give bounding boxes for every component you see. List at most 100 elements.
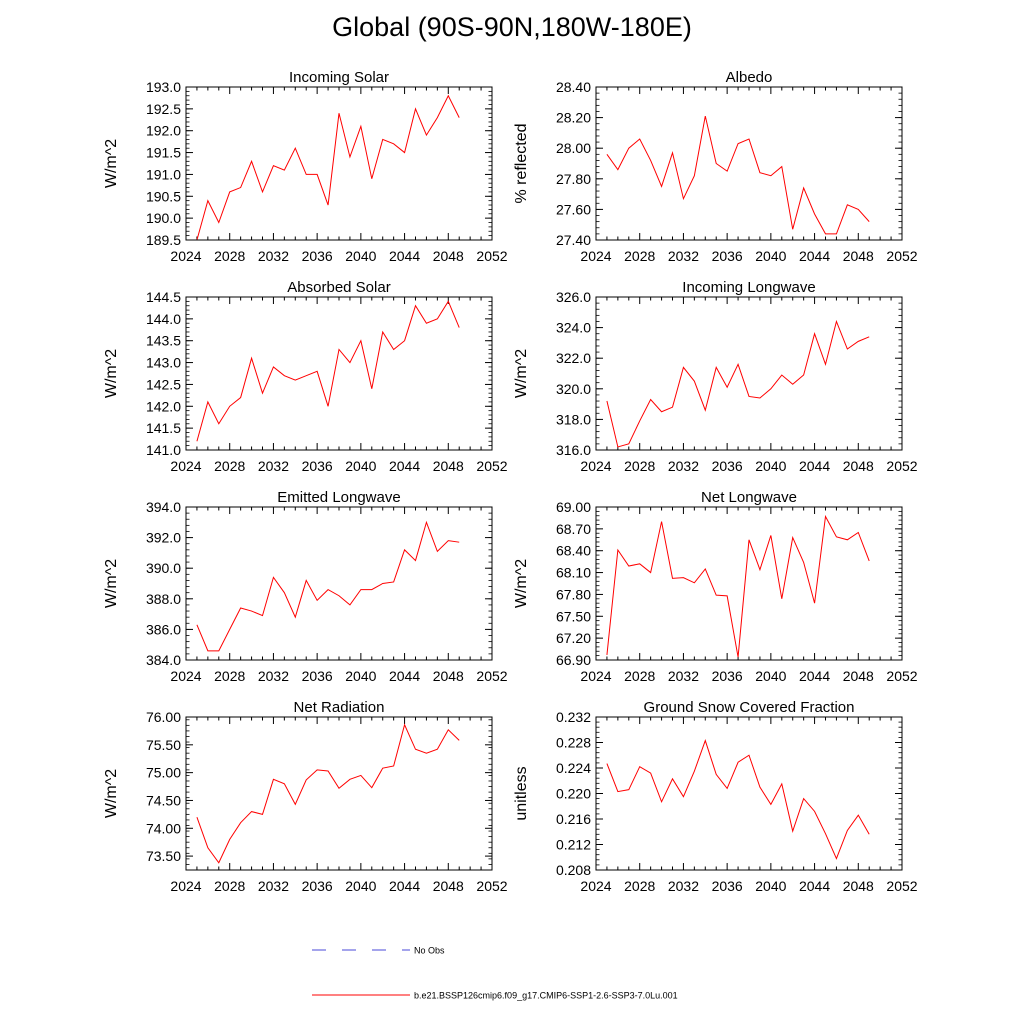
x-tick-label: 2036 [302,878,333,894]
y-tick-label: 69.00 [556,499,591,515]
series-line-0 [196,723,460,864]
y-tick-label: 75.00 [146,765,181,781]
x-tick-label: 2052 [886,668,917,684]
x-tick-label: 2048 [433,878,464,894]
x-tick-label: 2048 [843,878,874,894]
x-tick-label: 2032 [668,458,699,474]
figure-title: Global (90S-90N,180W-180E) [332,12,692,42]
y-tick-label: 74.50 [146,792,181,808]
x-tick-label: 2044 [389,878,420,894]
x-tick-label: 2040 [345,248,376,264]
panel-title: Net Radiation [294,699,385,716]
x-tick-label: 2048 [433,248,464,264]
plot-frame [595,296,903,451]
x-tick-label: 2044 [799,668,830,684]
y-tick-label: 0.212 [556,837,591,853]
panel-title: Ground Snow Covered Fraction [644,699,855,716]
y-tick-label: 326.0 [556,289,591,305]
y-tick-label: 0.228 [556,735,591,751]
x-tick-label: 2028 [214,668,245,684]
y-tick-label: 68.70 [556,521,591,537]
plot-frame [185,296,493,451]
x-tick-label: 2028 [214,458,245,474]
plot-frame [595,86,903,241]
y-axis-label: W/m^2 [513,559,530,608]
chart-panel-5: Net Longwave W/m^2 2024 2028 2032 2036 2040 204… [513,489,918,684]
x-tick-label: 2032 [258,458,289,474]
panel-title: Albedo [726,69,773,86]
y-tick-label: 28.20 [556,110,591,126]
y-axis-label: W/m^2 [103,349,120,398]
y-tick-label: 190.0 [146,210,181,226]
y-tick-label: 0.220 [556,786,591,802]
x-tick-label: 2036 [712,668,743,684]
x-tick-label: 2032 [668,248,699,264]
series-line-0 [606,739,870,860]
y-tick-label: 318.0 [556,411,591,427]
y-axis-label: unitless [513,766,530,820]
y-tick-label: 320.0 [556,381,591,397]
x-tick-label: 2024 [170,668,201,684]
x-tick-label: 2052 [886,458,917,474]
x-tick-label: 2024 [170,248,201,264]
x-tick-label: 2036 [712,458,743,474]
x-tick-label: 2040 [755,878,786,894]
y-tick-label: 394.0 [146,499,181,515]
y-tick-label: 73.50 [146,848,181,864]
series-line-0 [196,300,460,442]
x-tick-label: 2040 [755,458,786,474]
x-tick-label: 2024 [580,248,611,264]
x-tick-label: 2044 [389,248,420,264]
chart-panel-0: Incoming Solar W/m^2 2024 2028 2032 2036 2040 2… [103,69,508,264]
x-tick-label: 2028 [624,668,655,684]
x-tick-label: 2036 [712,878,743,894]
panel-title: Incoming Solar [289,69,389,86]
panel-title: Incoming Longwave [682,279,815,296]
y-tick-label: 67.80 [556,586,591,602]
x-tick-label: 2052 [886,248,917,264]
x-tick-label: 2044 [389,668,420,684]
y-tick-label: 390.0 [146,560,181,576]
y-tick-label: 67.20 [556,630,591,646]
y-tick-label: 74.00 [146,820,181,836]
x-tick-label: 2036 [712,248,743,264]
plot-frame [185,506,493,661]
x-tick-label: 2048 [843,248,874,264]
x-tick-label: 2052 [476,458,507,474]
x-tick-label: 2028 [624,248,655,264]
x-tick-label: 2024 [170,878,201,894]
y-tick-label: 386.0 [146,621,181,637]
y-axis-label: % reflected [513,123,530,203]
y-tick-label: 190.5 [146,188,181,204]
y-tick-label: 144.5 [146,289,181,305]
y-tick-label: 0.208 [556,862,591,878]
plot-frame [185,716,493,871]
legend: No Obs b.e21.BSSP126cmip6.f09_g17.CMIP6-S… [312,946,678,1001]
x-tick-label: 2032 [258,878,289,894]
x-tick-label: 2040 [345,458,376,474]
x-tick-label: 2048 [843,458,874,474]
series-line-0 [606,319,870,448]
series-line-0 [196,520,460,652]
x-tick-label: 2040 [345,668,376,684]
chart-panel-7: Ground Snow Covered Fraction unitless 2024… [513,699,918,894]
plot-frame [595,506,903,661]
x-tick-label: 2044 [799,878,830,894]
y-tick-label: 0.224 [556,760,591,776]
y-tick-label: 324.0 [556,320,591,336]
y-axis-label: W/m^2 [103,139,120,188]
x-tick-label: 2052 [476,668,507,684]
chart-panel-1: Albedo % reflected 2024 2028 2032 2036 2040 204… [513,69,918,264]
plot-frame [595,716,903,871]
y-tick-label: 191.0 [146,166,181,182]
series-line-0 [606,514,870,658]
y-tick-label: 191.5 [146,145,181,161]
y-tick-label: 142.0 [146,398,181,414]
x-tick-label: 2036 [302,248,333,264]
y-tick-label: 392.0 [146,530,181,546]
y-tick-label: 68.10 [556,565,591,581]
y-tick-label: 193.0 [146,79,181,95]
y-tick-label: 28.40 [556,79,591,95]
y-tick-label: 189.5 [146,232,181,248]
